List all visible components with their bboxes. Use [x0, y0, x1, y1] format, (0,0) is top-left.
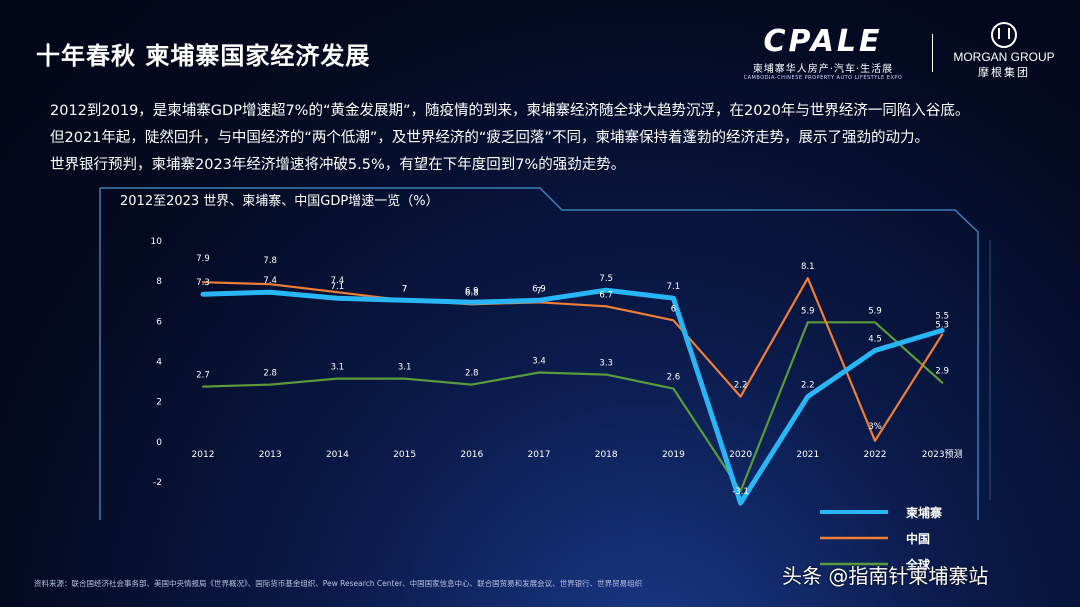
data-label: 2.8 [263, 369, 277, 379]
y-tick-label: 2 [156, 398, 162, 408]
x-tick-label: 2018 [595, 450, 618, 460]
data-label: 7.9 [196, 254, 210, 264]
paragraph-line-3: 世界银行预判，柬埔寨2023年经济增速将冲破5.5%，有望在下年度回到7%的强劲… [50, 157, 626, 173]
series-line-world [201, 321, 944, 493]
x-tick-label: 2023预测 [922, 449, 963, 460]
x-tick-label: 2016 [460, 450, 483, 460]
y-tick-label: 8 [156, 277, 162, 287]
data-label: 5.9 [801, 306, 815, 316]
data-label: 5.5 [935, 311, 949, 321]
page-title: 十年春秋 柬埔寨国家经济发展 [36, 42, 371, 70]
data-label: 7.3 [196, 278, 210, 288]
y-tick-label: 6 [156, 317, 162, 327]
data-label: 3.1 [331, 363, 345, 373]
cpale-logo-en: CAMBODIA-CHINESE PROPERTY AUTO LIFESTYLE… [743, 75, 903, 81]
chart-frame [99, 187, 979, 520]
data-label: 7.8 [263, 256, 277, 266]
data-label: 6.8 [465, 288, 479, 298]
chart-title: 2012至2023 世界、柬埔寨、中国GDP增速一览（%） [120, 193, 439, 209]
legend-label-world: 全球 [905, 557, 931, 572]
data-label: 2.6 [667, 373, 681, 383]
x-tick-label: 2013 [259, 450, 282, 460]
y-tick-label: 4 [156, 358, 162, 368]
data-label: 6.7 [599, 290, 613, 300]
y-tick-label: 10 [151, 237, 163, 247]
legend-label-cambodia: 柬埔寨 [905, 505, 942, 520]
data-label: 2.2 [734, 381, 748, 391]
data-label: 2.8 [465, 369, 479, 379]
data-label: 3.4 [532, 357, 546, 367]
cpale-logo: CPALE 柬埔寨华人房产·汽车·生活展 CAMBODIA-CHINESE PR… [738, 24, 908, 82]
data-label: 2.2 [801, 381, 815, 391]
x-tick-label: 2015 [393, 450, 416, 460]
data-label: 2.7 [196, 371, 210, 381]
logo-divider [932, 34, 933, 72]
x-tick-label: 2012 [192, 450, 215, 460]
morgan-logo-en: MORGAN GROUP [953, 50, 1055, 64]
cpale-logo-cn: 柬埔寨华人房产·汽车·生活展 [752, 64, 894, 75]
data-label: 7 [402, 284, 407, 294]
morgan-logo: MORGAN GROUP 摩根集团 [946, 22, 1062, 80]
series-line-cambodia [200, 287, 945, 506]
x-tick-label: 2020 [729, 450, 752, 460]
data-label: 6 [671, 304, 676, 314]
data-label: 7 [402, 284, 407, 294]
data-label: 5.3 [935, 320, 949, 330]
morgan-logo-icon [991, 22, 1017, 48]
data-label: 5.9 [868, 306, 882, 316]
data-label: 3.1 [398, 363, 412, 373]
y-tick-label: 0 [156, 438, 162, 448]
source-note: 资料来源：联合国经济社会事务部、美国中央情报局《世界概况》、国际货币基金组织、P… [34, 579, 643, 588]
series-line-china [201, 277, 944, 442]
data-label: 7.4 [263, 276, 277, 286]
paragraph-line-2: 但2021年起，陡然回升，与中国经济的“两个低潮”，及世界经济的“疲乏回落”不同… [50, 130, 929, 146]
data-label: 3% [868, 422, 882, 432]
y-tick-label: -2 [153, 478, 162, 488]
legend-label-china: 中国 [906, 531, 930, 546]
data-label: 8.1 [801, 262, 815, 272]
morgan-logo-cn: 摩根集团 [978, 66, 1030, 79]
cpale-logo-text: CPALE [763, 24, 883, 59]
x-tick-label: 2017 [528, 450, 551, 460]
data-label: 6.9 [532, 284, 546, 294]
watermark: 头条 @指南针柬埔寨站 [782, 564, 989, 588]
data-label: 7.5 [599, 274, 613, 284]
x-tick-label: 2019 [662, 450, 685, 460]
data-label: 2.9 [935, 367, 949, 377]
x-tick-label: 2014 [326, 450, 349, 460]
data-label: 6.9 [465, 286, 479, 296]
data-label: 7.1 [667, 282, 681, 292]
x-tick-label: 2022 [864, 450, 887, 460]
data-label: 7.4 [331, 276, 345, 286]
intro-paragraph: 2012到2019，是柬埔寨GDP增速超7%的“黄金发展期”，随疫情的到来，柬埔… [50, 98, 1060, 179]
data-label: 7.1 [331, 282, 345, 292]
paragraph-line-1: 2012到2019，是柬埔寨GDP增速超7%的“黄金发展期”，随疫情的到来，柬埔… [50, 103, 970, 119]
data-label: 4.5 [868, 334, 882, 344]
x-tick-label: 2021 [796, 450, 819, 460]
data-label: 3.3 [599, 359, 613, 369]
data-label: -3.1 [732, 487, 749, 497]
data-label: 7 [536, 286, 541, 296]
